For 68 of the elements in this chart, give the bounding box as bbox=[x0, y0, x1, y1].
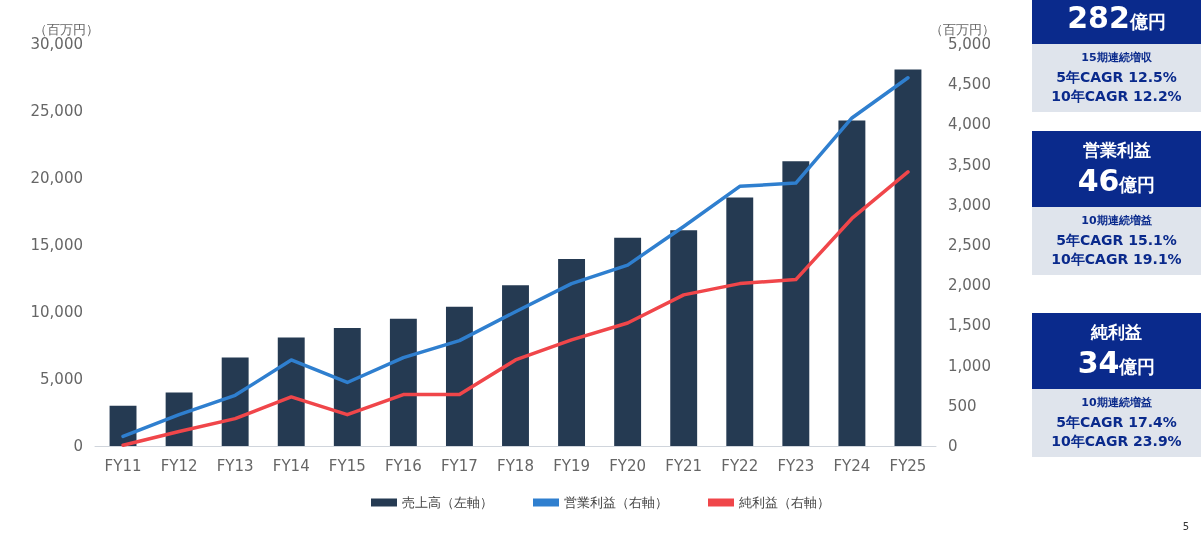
bar bbox=[782, 161, 810, 446]
x-tick-label: FY20 bbox=[609, 456, 647, 475]
bar bbox=[389, 318, 417, 446]
y2-axis-title: （百万円） bbox=[930, 22, 995, 37]
x-tick-label: FY15 bbox=[328, 456, 366, 475]
bar bbox=[670, 230, 698, 446]
text: 10年CAGR 19.1% bbox=[1050, 250, 1183, 269]
text: 34億円 bbox=[1076, 345, 1157, 382]
x-tick-label: FY13 bbox=[216, 456, 254, 475]
x-tick-label: FY22 bbox=[721, 456, 759, 475]
y2-tick-label: 1,000 bbox=[948, 356, 991, 375]
bar bbox=[838, 120, 866, 446]
text: 15期連続増収 bbox=[1080, 50, 1153, 66]
line-series bbox=[121, 170, 910, 447]
legend-label: 純利益（右軸） bbox=[739, 495, 830, 510]
y-tick-label: 5,000 bbox=[40, 370, 83, 388]
bar bbox=[614, 237, 642, 446]
legend-label: 売上高（左軸） bbox=[402, 495, 493, 510]
y-axis-title: （百万円） bbox=[34, 22, 99, 37]
bar bbox=[333, 328, 361, 446]
text: 5年CAGR 17.4% bbox=[1055, 413, 1178, 432]
text: 5年CAGR 12.5% bbox=[1055, 68, 1178, 87]
text: 10期連続増益 bbox=[1080, 395, 1153, 411]
legend-label: 営業利益（右軸） bbox=[564, 495, 668, 510]
line-series bbox=[121, 76, 910, 439]
bar bbox=[277, 337, 305, 446]
y2-tick-label: 3,000 bbox=[948, 195, 991, 214]
x-tick-label: FY11 bbox=[104, 456, 142, 475]
bar bbox=[502, 285, 529, 446]
x-tick-label: FY19 bbox=[553, 456, 591, 475]
x-tick-label: FY17 bbox=[440, 456, 478, 475]
y2-tick-label: 4,500 bbox=[948, 75, 991, 94]
text: 営業利益 bbox=[1081, 139, 1152, 162]
x-tick-label: FY16 bbox=[384, 456, 422, 475]
x-tick-label: FY24 bbox=[833, 456, 871, 475]
y-tick-label: 0 bbox=[73, 437, 83, 455]
y2-tick-label: 4,000 bbox=[948, 115, 991, 134]
bar bbox=[445, 306, 473, 446]
y2-tick-label: 2,000 bbox=[948, 276, 991, 295]
y2-tick-label: 3,500 bbox=[948, 155, 991, 174]
y2-tick-label: 5,000 bbox=[948, 35, 991, 53]
bar bbox=[221, 357, 249, 446]
x-tick-label: FY21 bbox=[665, 456, 703, 475]
text: 5 bbox=[1182, 521, 1189, 532]
y2-tick-label: 0 bbox=[948, 437, 958, 455]
bar bbox=[894, 69, 922, 446]
text: 純利益 bbox=[1089, 321, 1143, 344]
y-tick-label: 20,000 bbox=[30, 169, 83, 187]
text: 5年CAGR 15.1% bbox=[1055, 231, 1178, 250]
y2-tick-label: 500 bbox=[948, 396, 977, 415]
y2-tick-label: 2,500 bbox=[948, 236, 991, 254]
text: 10年CAGR 23.9% bbox=[1050, 432, 1183, 451]
y-tick-label: 15,000 bbox=[30, 236, 83, 254]
text: 10期連続増益 bbox=[1080, 213, 1153, 229]
x-tick-label: FY14 bbox=[272, 456, 310, 475]
x-tick-label: FY18 bbox=[497, 456, 534, 475]
bar bbox=[558, 259, 586, 446]
text: 46億円 bbox=[1076, 163, 1157, 200]
x-tick-label: FY25 bbox=[889, 456, 927, 475]
y-tick-label: 10,000 bbox=[30, 303, 83, 321]
x-tick-label: FY12 bbox=[160, 456, 198, 475]
x-tick-label: FY23 bbox=[777, 456, 815, 475]
y-tick-label: 30,000 bbox=[30, 35, 83, 53]
text: 282億円 bbox=[1066, 0, 1167, 37]
y-tick-label: 25,000 bbox=[30, 102, 83, 120]
y2-tick-label: 1,500 bbox=[948, 316, 991, 335]
text: 10年CAGR 12.2% bbox=[1050, 87, 1183, 106]
bar bbox=[726, 197, 754, 446]
